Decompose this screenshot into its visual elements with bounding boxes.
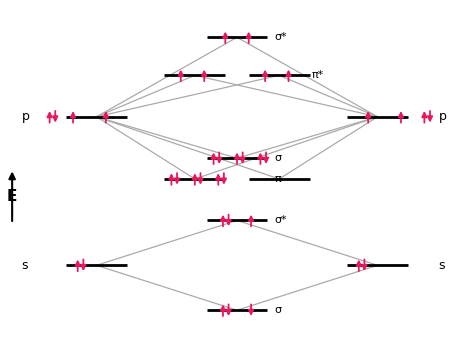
Text: s: s xyxy=(21,259,28,272)
Text: σ*: σ* xyxy=(274,32,287,42)
Text: p: p xyxy=(21,110,29,123)
Text: σ*: σ* xyxy=(274,216,287,225)
Text: E: E xyxy=(7,189,18,204)
Text: s: s xyxy=(438,259,445,272)
Text: σ: σ xyxy=(274,305,282,315)
Text: σ: σ xyxy=(274,153,282,163)
Text: p: p xyxy=(438,110,447,123)
Text: π: π xyxy=(274,174,281,184)
Text: π*: π* xyxy=(312,70,324,80)
